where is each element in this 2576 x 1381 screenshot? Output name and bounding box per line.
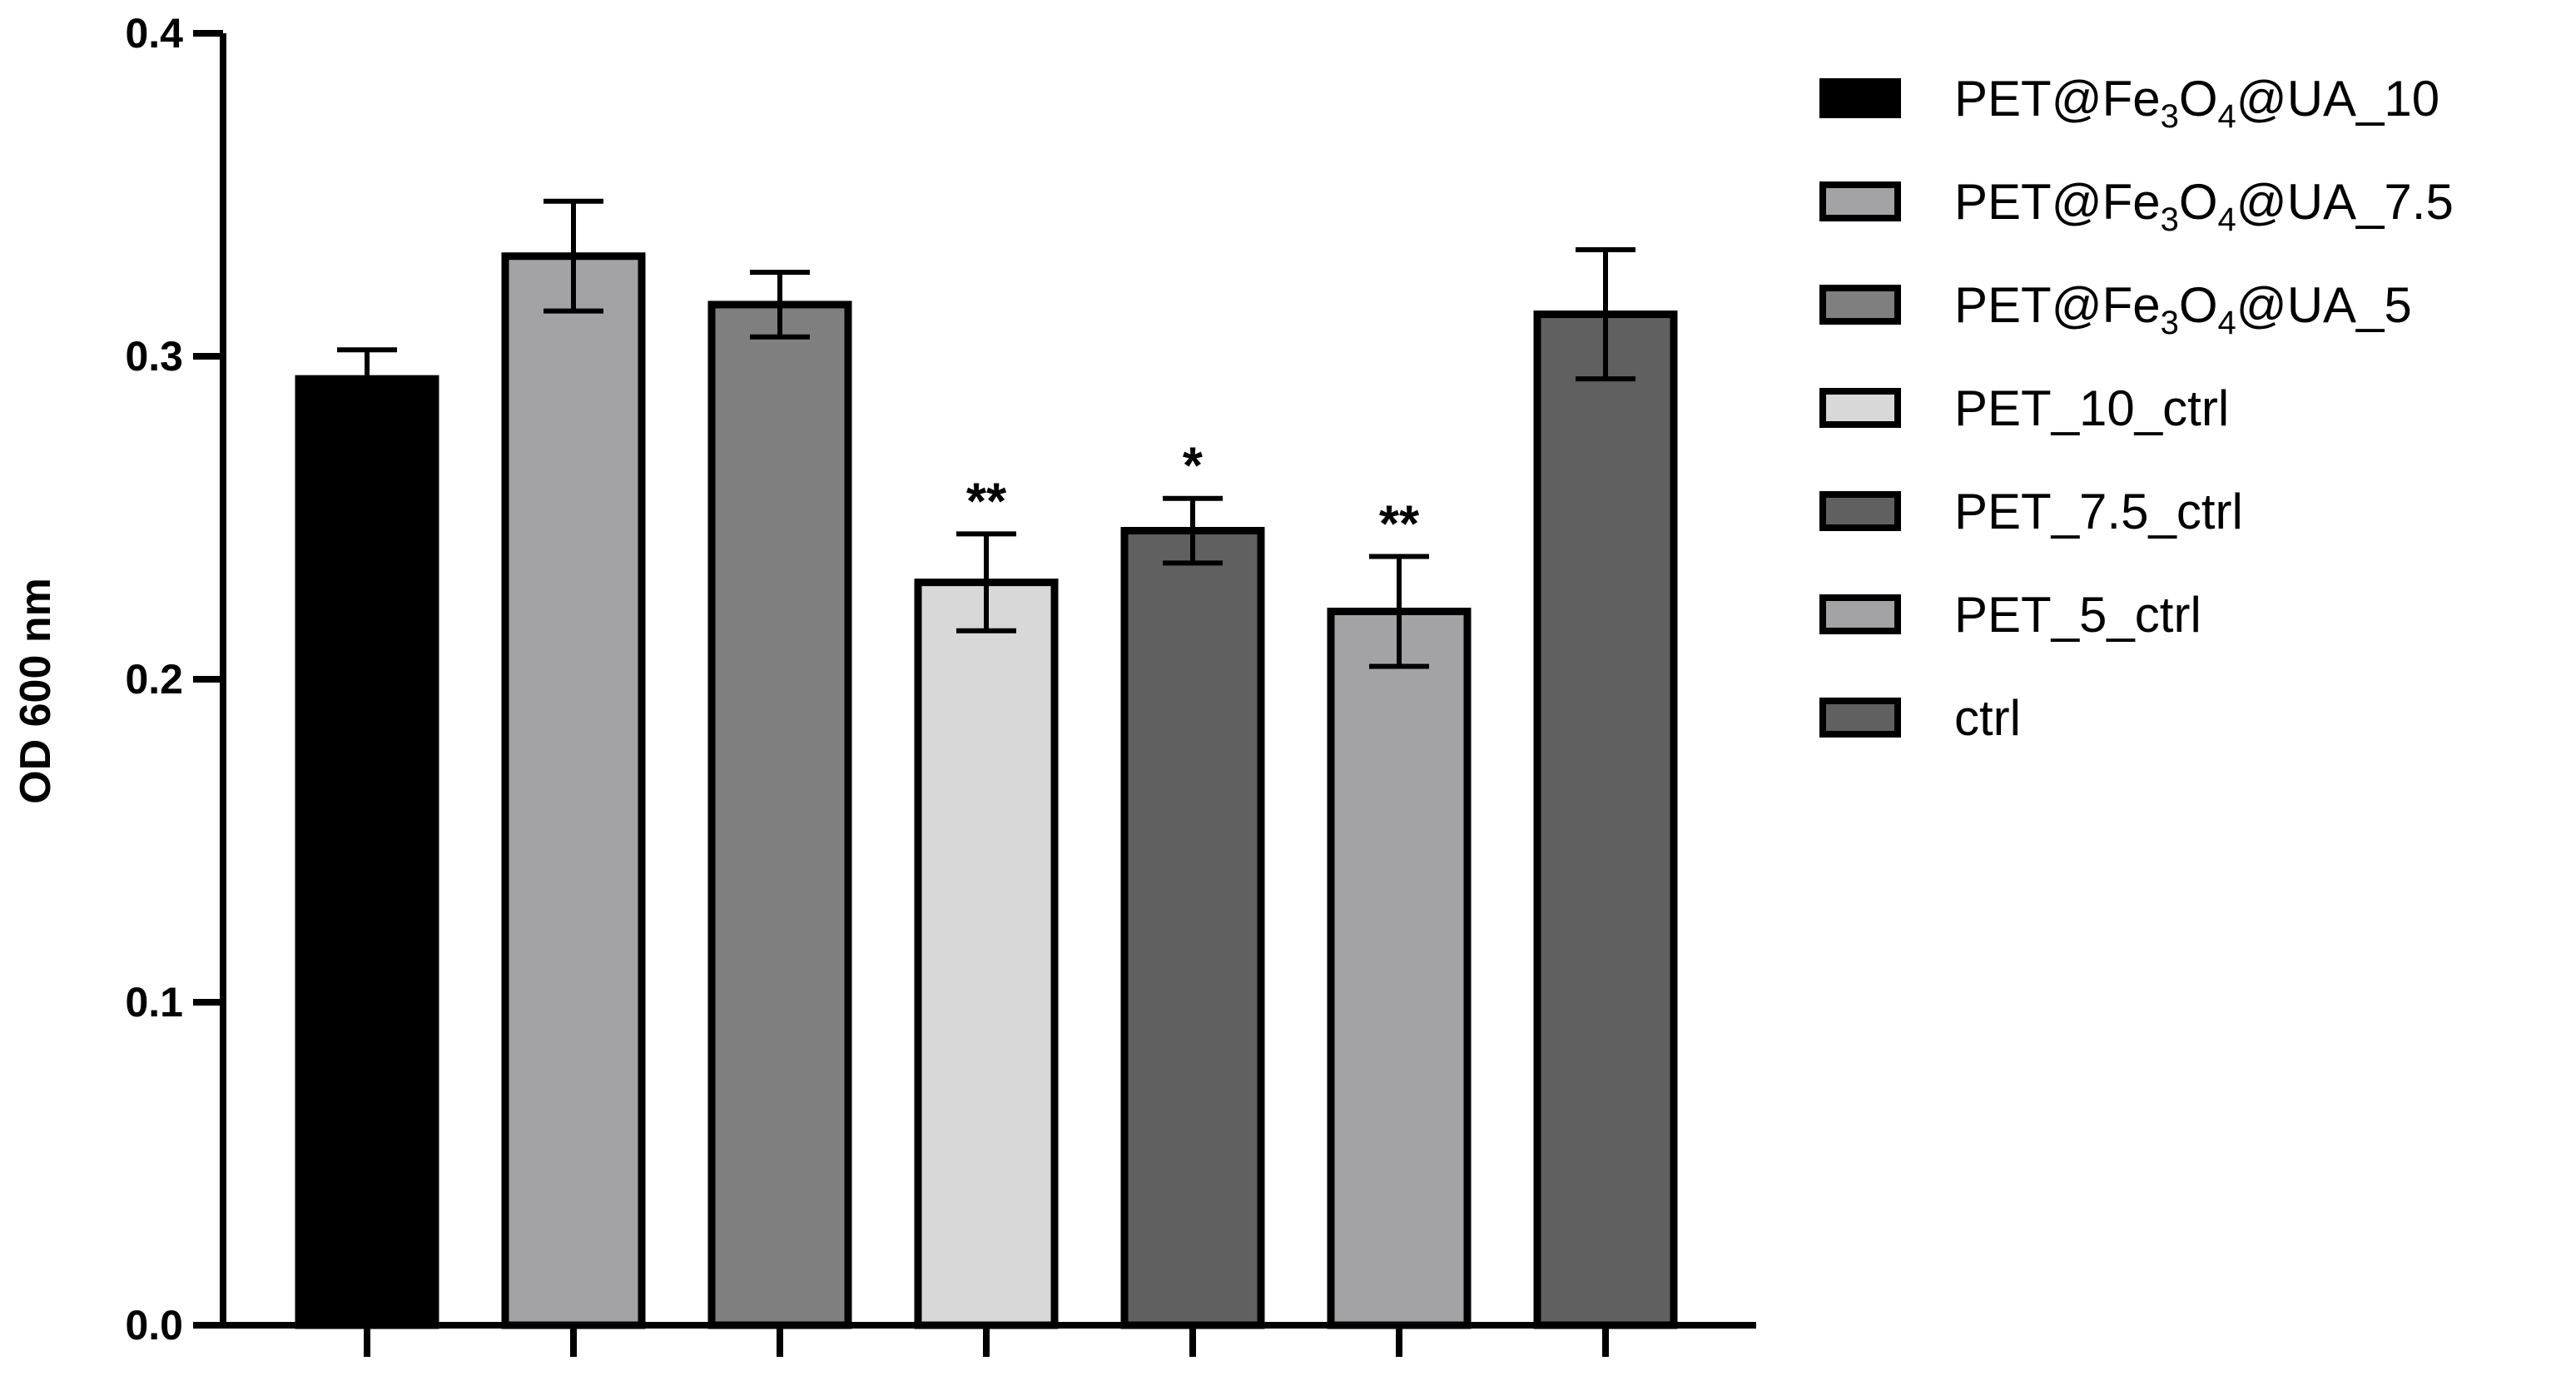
legend-label-6: PET_5_ctrl bbox=[1954, 587, 2201, 643]
y-tick-label: 0.0 bbox=[125, 1302, 183, 1349]
legend-swatch-6 bbox=[1819, 594, 1901, 634]
bar-5 bbox=[1120, 527, 1265, 1329]
significance-marker-6: ** bbox=[1379, 496, 1420, 554]
bar-3 bbox=[707, 301, 852, 1329]
bar-4 bbox=[914, 579, 1059, 1329]
legend-swatch-7 bbox=[1819, 698, 1901, 738]
legend-swatch-1 bbox=[1819, 78, 1901, 118]
legend-swatch-2 bbox=[1819, 181, 1901, 221]
y-tick-label: 0.4 bbox=[125, 10, 183, 57]
legend-label-1: PET@Fe3O4@UA_10 bbox=[1954, 71, 2440, 135]
legend: PET@Fe3O4@UA_10 PET@Fe3O4@UA_7.5 PET@Fe3O4… bbox=[1819, 71, 2454, 746]
legend-label-5: PET_7.5_ctrl bbox=[1954, 484, 2243, 539]
significance-marker-5: * bbox=[1183, 438, 1204, 495]
legend-label-2: PET@Fe3O4@UA_7.5 bbox=[1954, 174, 2454, 238]
legend-label-7: ctrl bbox=[1954, 690, 2021, 746]
legend-swatch-3 bbox=[1819, 285, 1901, 325]
y-tick-label: 0.3 bbox=[125, 333, 183, 380]
y-axis: 0.0 0.1 0.2 0.3 0.4 bbox=[125, 10, 226, 1349]
legend-label-3: PET@Fe3O4@UA_5 bbox=[1954, 277, 2412, 341]
x-axis bbox=[220, 1322, 1756, 1357]
error-bars bbox=[337, 198, 1635, 669]
legend-swatch-4 bbox=[1819, 388, 1901, 428]
bars bbox=[295, 252, 1678, 1329]
legend-swatch-5 bbox=[1819, 491, 1901, 531]
significance-markers: ***** bbox=[966, 438, 1420, 554]
legend-label-4: PET_10_ctrl bbox=[1954, 380, 2229, 436]
bar-1 bbox=[295, 375, 439, 1329]
significance-marker-4: ** bbox=[966, 473, 1007, 530]
bar-6 bbox=[1327, 608, 1472, 1329]
y-axis-label: OD 600 nm bbox=[12, 578, 60, 804]
y-tick-label: 0.1 bbox=[125, 979, 183, 1026]
y-tick-label: 0.2 bbox=[125, 656, 183, 703]
bar-7 bbox=[1533, 310, 1678, 1329]
bar-2 bbox=[501, 252, 646, 1329]
